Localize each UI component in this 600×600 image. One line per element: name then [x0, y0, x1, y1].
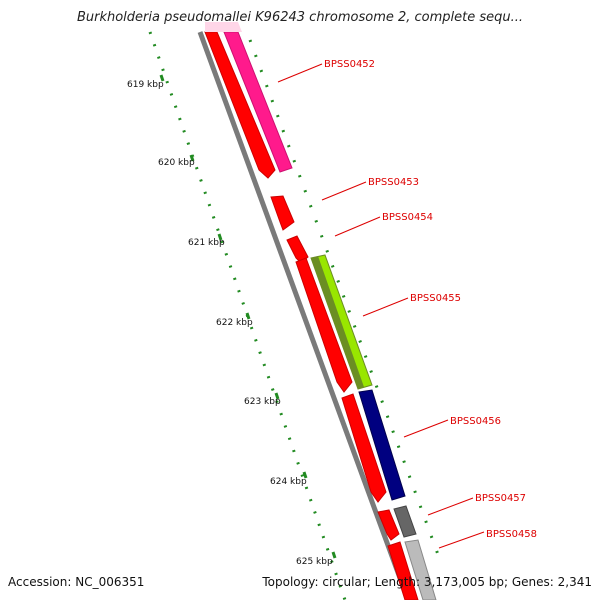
scale-tick: [217, 233, 223, 241]
gene-feature-red-long[interactable]: [295, 257, 353, 393]
gene-feature-bpss0452-faded: [205, 22, 242, 32]
scale-tick: [245, 312, 251, 320]
scale-ticks: 619 kbp 620 kbp 621 kbp 622 kbp 623 kbp …: [127, 74, 337, 567]
tick-label: 623 kbp: [244, 397, 281, 407]
gene-features: [204, 22, 437, 600]
scale-tick: [331, 551, 337, 559]
label-leader-line: [334, 216, 381, 237]
label-leader-line: [403, 419, 449, 438]
scale-tick: [274, 392, 280, 400]
tick-label: 621 kbp: [188, 238, 225, 248]
tick-label: 619 kbp: [127, 80, 164, 90]
tick-label: 625 kbp: [296, 557, 333, 567]
gene-label-bpss0452[interactable]: BPSS0452: [324, 59, 375, 70]
gene-labels: BPSS0452 BPSS0453 BPSS0454 BPSS0455 BPSS…: [277, 59, 537, 549]
gene-feature-bpss0453[interactable]: [270, 195, 295, 231]
accession-label: Accession: NC_006351: [8, 575, 145, 589]
gene-feature-red-mid[interactable]: [341, 393, 387, 503]
map-title: Burkholderia pseudomallei K96243 chromos…: [76, 10, 524, 25]
backbone-line: [197, 31, 411, 600]
label-leader-line: [321, 181, 367, 201]
scale-tick: [302, 471, 308, 479]
scale-tick: [159, 74, 165, 82]
label-leader-line: [362, 297, 409, 317]
gene-feature-bpss0458[interactable]: [404, 539, 437, 600]
gene-feature-red-bottom[interactable]: [387, 541, 419, 600]
gene-label-bpss0453[interactable]: BPSS0453: [368, 177, 419, 188]
label-leader-line: [438, 531, 485, 549]
gene-feature-bpss0457[interactable]: [393, 505, 417, 538]
tick-label: 624 kbp: [270, 477, 307, 487]
gene-label-bpss0456[interactable]: BPSS0456: [450, 416, 501, 427]
tick-label: 620 kbp: [158, 158, 195, 168]
gene-label-bpss0454[interactable]: BPSS0454: [382, 212, 433, 223]
label-leader-line: [277, 63, 323, 83]
scale-tick: [189, 154, 195, 162]
gene-label-bpss0457[interactable]: BPSS0457: [475, 493, 526, 504]
gene-feature-bpss0456[interactable]: [358, 389, 406, 501]
tick-label: 622 kbp: [216, 318, 253, 328]
genome-summary: Topology: circular; Length: 3,173,005 bp…: [262, 575, 592, 589]
gene-label-bpss0458[interactable]: BPSS0458: [486, 529, 537, 540]
gene-feature-bpss0455-shade: [311, 256, 364, 389]
label-leader-line: [427, 497, 474, 516]
gene-label-bpss0455[interactable]: BPSS0455: [410, 293, 461, 304]
gene-feature-red-small[interactable]: [377, 509, 400, 541]
